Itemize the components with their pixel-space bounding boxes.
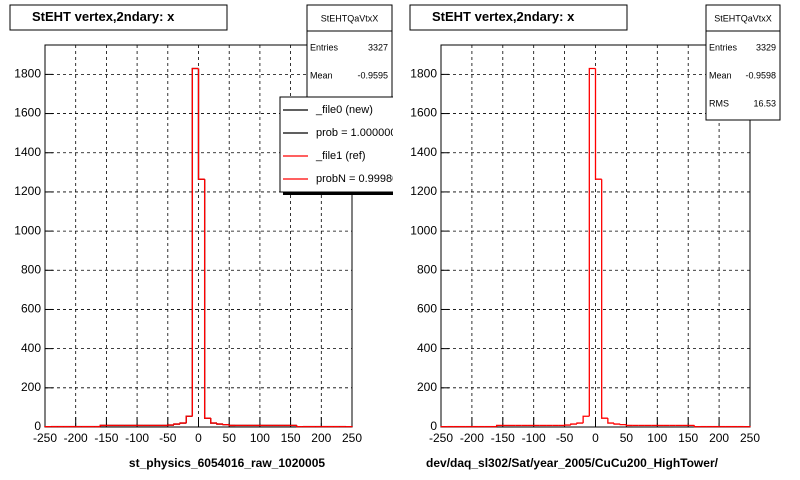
x-tick-label: 150 [281, 431, 301, 445]
stats-value: 16.53 [753, 98, 776, 108]
histogram-bin [203, 179, 211, 419]
y-tick-label: 1000 [14, 223, 41, 237]
histogram-bin [191, 67, 199, 417]
y-tick-label: 1800 [14, 67, 41, 81]
y-tick-label: 400 [21, 341, 41, 355]
x-axis-label: dev/daq_sl302/Sat/year_2005/CuCu200_High… [426, 456, 719, 470]
histogram-bin [576, 422, 584, 425]
histogram-bin [601, 179, 608, 419]
chart-title: StEHT vertex,2ndary: x [432, 9, 575, 24]
histogram-bin [210, 418, 217, 424]
x-tick-label: 200 [311, 431, 331, 445]
y-tick-label: 1600 [410, 106, 437, 120]
histogram-bin [197, 68, 205, 180]
histogram-bin [613, 423, 621, 425]
histogram-bin [185, 415, 193, 424]
x-tick-label: 100 [647, 431, 667, 445]
title-box [409, 4, 628, 31]
legend-label: _file1 (ref) [315, 150, 366, 162]
chart-title: StEHT vertex,2ndary: x [32, 9, 175, 24]
stats-value: -0.9595 [357, 70, 388, 80]
y-tick-label: 1400 [410, 145, 437, 159]
stats-value: 3327 [368, 42, 388, 52]
y-tick-label: 0 [34, 419, 41, 433]
histogram-bin [607, 418, 615, 424]
histogram-bin [588, 67, 596, 417]
x-tick-label: 200 [709, 431, 729, 445]
y-tick-label: 1200 [410, 184, 437, 198]
stats-label: Mean [310, 70, 333, 80]
histogram-bin [570, 423, 577, 426]
histogram-bin [185, 415, 193, 424]
x-tick-label: 250 [740, 431, 760, 445]
x-tick-label: 0 [195, 431, 202, 445]
y-tick-label: 200 [417, 380, 437, 394]
histogram-bin [203, 179, 211, 419]
histogram-bin [619, 423, 627, 426]
histogram-bin [296, 425, 303, 428]
histogram-bin [625, 424, 633, 427]
legend-label: prob = 1.000000 [316, 127, 396, 139]
x-tick-label: -50 [159, 431, 177, 445]
histogram-bin [99, 424, 107, 427]
x-tick-label: -150 [491, 431, 515, 445]
y-tick-label: 400 [417, 341, 437, 355]
histogram-bin [173, 423, 181, 426]
y-tick-label: 800 [417, 262, 437, 276]
histogram-bin [495, 424, 503, 427]
histogram-bin [693, 425, 701, 428]
y-tick-label: 1200 [14, 184, 41, 198]
histogram-bin [228, 424, 236, 427]
stats-value: 3329 [756, 42, 776, 52]
y-tick-label: 600 [417, 302, 437, 316]
x-tick-label: 50 [620, 431, 634, 445]
stats-value: -0.9598 [745, 70, 776, 80]
y-tick-label: 600 [21, 302, 41, 316]
y-tick-label: 200 [21, 380, 41, 394]
x-tick-label: -50 [556, 431, 574, 445]
stats-box [705, 4, 781, 121]
stats-title: StEHTQaVtxX [714, 13, 772, 23]
x-axis-label: st_physics_6054016_raw_1020005 [129, 456, 325, 470]
x-tick-label: -250 [33, 431, 57, 445]
stats-label: Mean [709, 70, 732, 80]
legend-label: _file0 (new) [315, 104, 373, 116]
histogram-bin [216, 423, 224, 425]
legend-box [279, 96, 393, 193]
histogram-bin [222, 423, 230, 426]
histogram-bin [179, 422, 187, 425]
title-box [9, 4, 228, 31]
histogram-bin [594, 68, 602, 180]
x-tick-label: 150 [678, 431, 698, 445]
y-tick-label: 1800 [410, 67, 437, 81]
stats-label: Entries [709, 42, 738, 52]
x-tick-label: -100 [125, 431, 149, 445]
histogram-bin [582, 415, 590, 424]
y-tick-label: 0 [430, 419, 437, 433]
histogram-bin [210, 418, 217, 424]
histogram-bin [191, 67, 199, 417]
y-tick-label: 1600 [14, 106, 41, 120]
stats-label: Entries [310, 42, 339, 52]
stats-label: RMS [709, 98, 729, 108]
x-tick-label: 100 [250, 431, 270, 445]
y-tick-label: 1400 [14, 145, 41, 159]
x-tick-label: 250 [342, 431, 362, 445]
x-tick-label: -250 [429, 431, 453, 445]
legend-label: probN = 0.99980 [316, 173, 398, 185]
x-tick-label: -150 [94, 431, 118, 445]
x-tick-label: 0 [592, 431, 599, 445]
y-tick-label: 1000 [410, 223, 437, 237]
stats-box [306, 4, 393, 101]
x-tick-label: -100 [522, 431, 546, 445]
y-tick-label: 800 [21, 262, 41, 276]
x-tick-label: -200 [64, 431, 88, 445]
stats-title: StEHTQaVtxX [321, 13, 379, 23]
x-tick-label: -200 [460, 431, 484, 445]
histogram-bin [197, 68, 205, 180]
x-tick-label: 50 [223, 431, 237, 445]
